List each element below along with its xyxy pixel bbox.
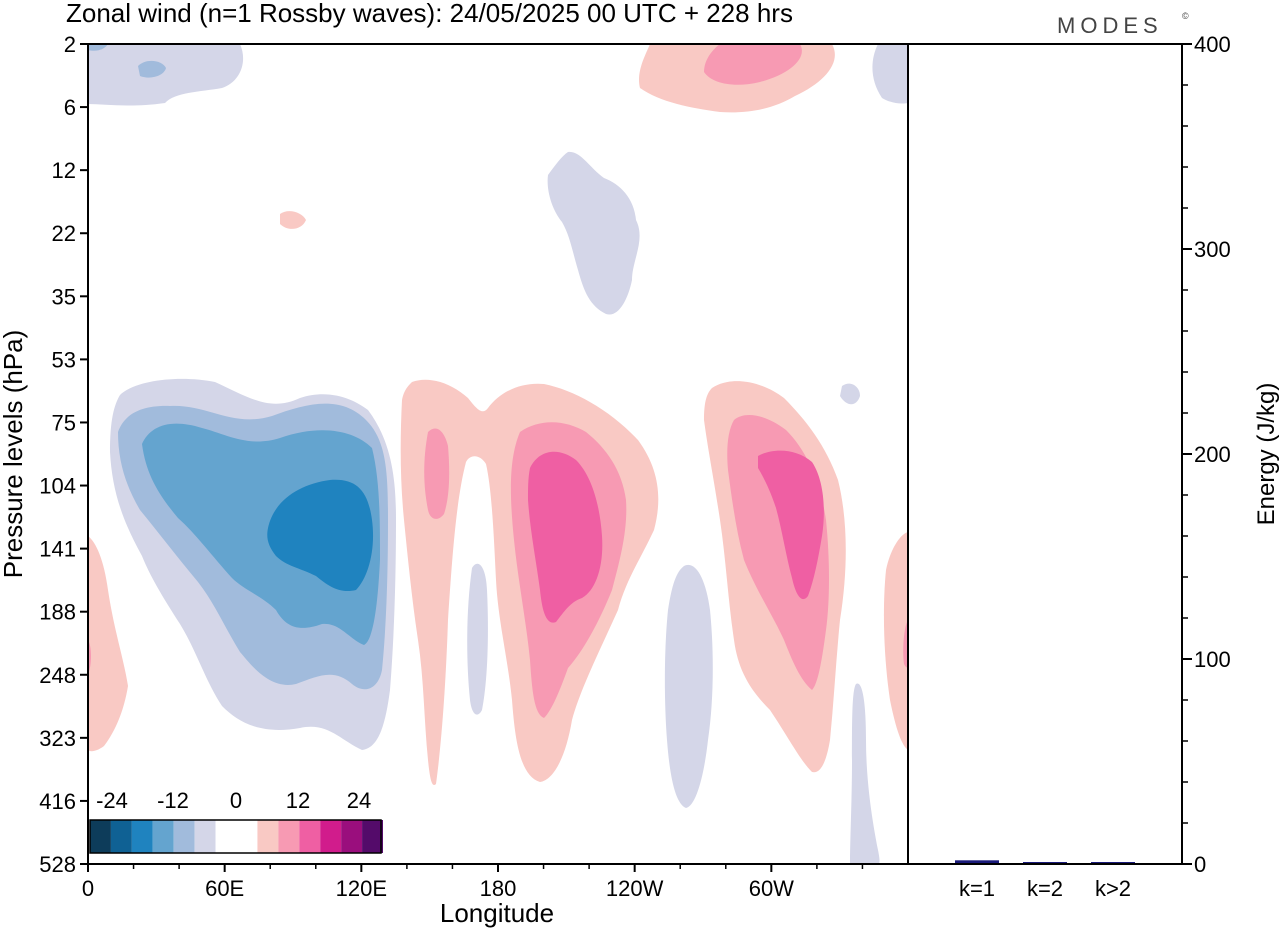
energy-tick-label: 300 — [1194, 237, 1231, 262]
pos-core-205 — [528, 451, 603, 623]
colorbar-swatch — [90, 820, 111, 853]
energy-tick-label: 0 — [1194, 852, 1206, 877]
energy-category-label: k>2 — [1095, 876, 1131, 901]
colorbar-swatch — [152, 820, 174, 853]
neg-region-top-right — [872, 44, 908, 104]
contour-panel: -24 -12 0 12 24 0 60E 120E 180 120W 60W 2 6 12 22 35 5… — [0, 32, 909, 928]
colorbar-swatch — [257, 820, 279, 853]
y-tick-label: 141 — [39, 537, 76, 562]
x-tick-label: 0 — [82, 876, 94, 901]
energy-bar — [955, 860, 999, 864]
y-tick-label: 12 — [52, 158, 76, 183]
pos-core-300 — [758, 450, 824, 600]
neg-core-main — [267, 479, 374, 592]
colorbar-label: 12 — [286, 788, 310, 813]
y-tick-label: 53 — [52, 347, 76, 372]
colorbar: -24 -12 0 12 24 — [88, 786, 383, 864]
x-tick-label: 180 — [480, 876, 517, 901]
neg-spot-right — [840, 383, 860, 405]
y-tick-label: 35 — [52, 284, 76, 309]
y-tick-label: 6 — [64, 95, 76, 120]
brand-mark: © — [1182, 11, 1189, 21]
colorbar-label: 0 — [230, 788, 242, 813]
y-tick-label: 104 — [39, 474, 76, 499]
colorbar-label: -12 — [157, 788, 189, 813]
x-tick-label: 120W — [606, 876, 664, 901]
energy-categories: k=1 k=2 k>2 — [959, 876, 1131, 901]
colorbar-swatch — [110, 820, 132, 853]
brand-logo: MODES © — [1057, 11, 1189, 38]
colorbar-swatch — [341, 820, 363, 853]
chart-title: Zonal wind (n=1 Rossby waves): 24/05/202… — [66, 0, 793, 28]
colorbar-swatch — [131, 820, 153, 853]
colorbar-label: -24 — [96, 788, 128, 813]
y-tick-label: 22 — [52, 221, 76, 246]
x-axis-label: Longitude — [440, 898, 554, 928]
energy-tick-label: 100 — [1194, 647, 1231, 672]
neg-core-top-left-2 — [138, 60, 166, 78]
neg-strip-right — [850, 683, 880, 864]
neg-region-260 — [664, 564, 713, 808]
y-tick-label: 416 — [39, 789, 76, 814]
pos-region-left-edge — [88, 536, 128, 752]
pos-spot-upper — [280, 211, 306, 229]
colorbar-swatch — [362, 820, 383, 853]
colorbar-swatch — [320, 820, 342, 853]
brand-wordmark: MODES — [1057, 13, 1163, 38]
pos-core-top — [704, 44, 802, 85]
y-tick-label: 75 — [52, 410, 76, 435]
neg-region-top-left — [88, 44, 244, 106]
x-tick-label: 60E — [205, 876, 244, 901]
pos-core-150 — [424, 428, 450, 519]
colorbar-swatch — [299, 820, 321, 853]
neg-core-top-left — [88, 44, 108, 51]
energy-category-label: k=1 — [959, 876, 995, 901]
x-axis: 0 60E 120E 180 120W 60W — [82, 864, 864, 901]
energy-tick-label: 400 — [1194, 32, 1231, 57]
x-tick-label: 60W — [749, 876, 794, 901]
colorbar-swatch — [278, 820, 300, 853]
contour-fills — [88, 44, 908, 864]
y-axis-label: Pressure levels (hPa) — [0, 330, 28, 579]
y-tick-label: 188 — [39, 600, 76, 625]
colorbar-labels: -24 -12 0 12 24 — [96, 788, 371, 813]
colorbar-swatch — [194, 820, 216, 853]
energy-axis: 0 100 200 300 400 — [1182, 32, 1231, 877]
colorbar-label: 24 — [347, 788, 371, 813]
colorbar-swatch — [215, 820, 237, 853]
colorbar-swatch — [236, 820, 258, 853]
x-tick-label: 120E — [336, 876, 387, 901]
colorbar-boxes — [89, 819, 383, 854]
energy-tick-label: 200 — [1194, 442, 1231, 467]
colorbar-frame — [89, 819, 382, 854]
pos-core-right-edge — [903, 620, 908, 668]
neg-region-upper-mid — [547, 151, 640, 315]
y-tick-label: 528 — [39, 852, 76, 877]
y-axis: 2 6 12 22 35 53 75 104 141 188 248 323 416 528 — [39, 32, 88, 877]
energy-axis-label: Energy (J/kg) — [1253, 383, 1280, 526]
colorbar-swatch — [173, 820, 195, 853]
y-tick-label: 2 — [64, 32, 76, 57]
neg-strip-180 — [467, 563, 488, 715]
y-tick-label: 323 — [39, 726, 76, 751]
energy-panel: 0 100 200 300 400 k=1 k=2 k>2 Energy (J/kg) — [908, 32, 1280, 901]
neg-region-main-l3 — [142, 423, 380, 645]
pos-region-right-edge — [883, 532, 908, 750]
energy-category-label: k=2 — [1027, 876, 1063, 901]
y-tick-label: 248 — [39, 663, 76, 688]
